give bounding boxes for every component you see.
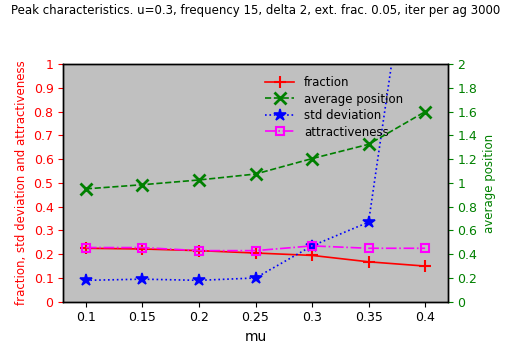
fraction	[252, 251, 259, 255]
fraction	[309, 253, 315, 257]
std deviation	[365, 220, 371, 224]
fraction	[422, 264, 428, 268]
X-axis label: mu: mu	[244, 330, 267, 344]
attractiveness	[422, 246, 428, 251]
Legend: fraction, average position, std deviation, attractiveness: fraction, average position, std deviatio…	[262, 73, 407, 142]
std deviation	[140, 277, 146, 281]
attractiveness	[365, 246, 371, 251]
average position	[252, 172, 259, 176]
fraction	[83, 246, 89, 251]
Y-axis label: average position: average position	[483, 134, 496, 233]
Line: attractiveness: attractiveness	[82, 242, 429, 255]
average position	[196, 178, 202, 182]
attractiveness	[196, 248, 202, 253]
Line: std deviation: std deviation	[80, 0, 431, 286]
Text: Peak characteristics. u=0.3, frequency 15, delta 2, ext. frac. 0.05, iter per ag: Peak characteristics. u=0.3, frequency 1…	[11, 4, 500, 17]
average position	[83, 187, 89, 191]
attractiveness	[140, 246, 146, 250]
fraction	[365, 260, 371, 264]
std deviation	[252, 276, 259, 280]
average position	[422, 109, 428, 114]
fraction	[196, 248, 202, 253]
attractiveness	[252, 248, 259, 253]
average position	[365, 142, 371, 146]
std deviation	[309, 244, 315, 248]
Line: fraction: fraction	[80, 243, 431, 272]
std deviation	[196, 278, 202, 283]
attractiveness	[83, 246, 89, 250]
fraction	[140, 247, 146, 251]
attractiveness	[309, 244, 315, 248]
average position	[140, 183, 146, 187]
average position	[309, 157, 315, 161]
std deviation	[83, 278, 89, 283]
Line: average position: average position	[80, 106, 431, 195]
Y-axis label: fraction, std deviation and attractiveness: fraction, std deviation and attractivene…	[15, 61, 28, 305]
